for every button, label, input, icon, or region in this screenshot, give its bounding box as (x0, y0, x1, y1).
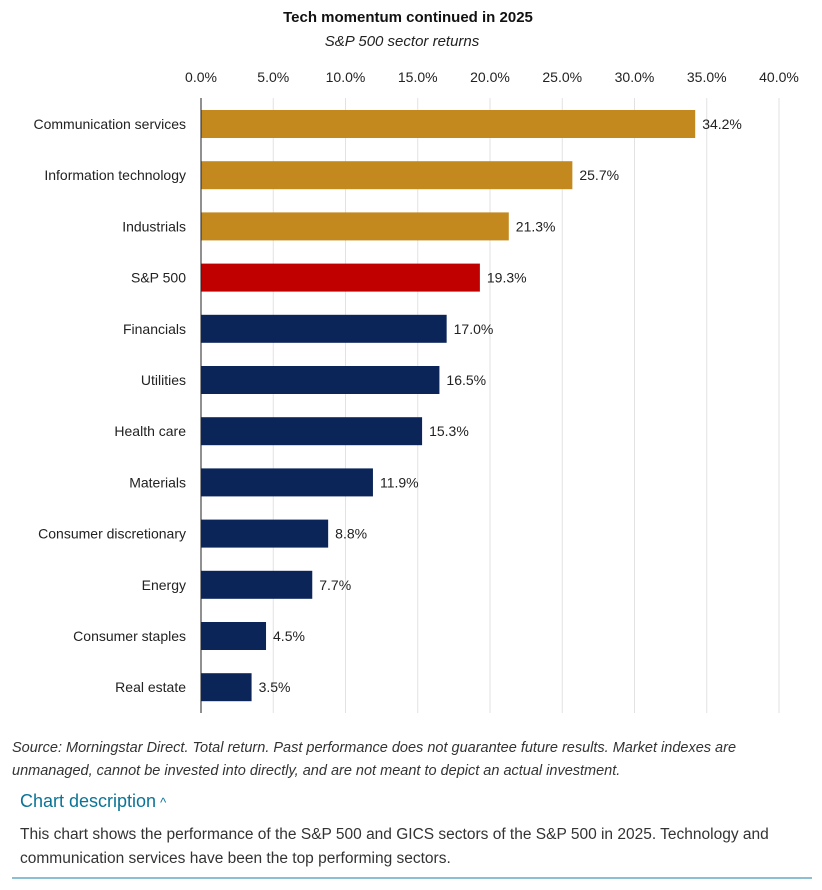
chevron-up-icon: ^ (160, 795, 167, 810)
bar (201, 314, 447, 343)
value-label: 17.0% (454, 321, 494, 337)
bar (201, 570, 313, 599)
chart-subtitle: S&P 500 sector returns (325, 33, 480, 50)
chart-description-label: Chart description (20, 791, 157, 811)
bar-chart: Tech momentum continued in 2025 S&P 500 … (34, 9, 799, 713)
value-label: 4.5% (273, 628, 305, 644)
x-axis-ticks: 0.0% 5.0% 10.0% 15.0% 20.0% 25.0% 30.0% 35.0% 40… (185, 69, 799, 85)
x-tick-label: 20.0% (470, 69, 510, 85)
bar (201, 366, 440, 394)
bar (201, 212, 509, 241)
category-label: Communication services (34, 116, 187, 132)
chart-description-toggle[interactable]: Chart description ^ (20, 791, 166, 812)
value-label: 7.7% (319, 577, 351, 593)
bar (201, 622, 267, 650)
category-label: Energy (142, 577, 186, 593)
bar (201, 673, 252, 702)
bar (201, 263, 480, 292)
value-label: 16.5% (446, 372, 486, 388)
bar (201, 519, 329, 548)
x-tick-label: 0.0% (185, 69, 217, 85)
value-label: 25.7% (579, 167, 619, 183)
category-label: Industrials (122, 218, 186, 234)
chart-description-text: This chart shows the performance of the … (20, 826, 769, 867)
value-label: 21.3% (516, 218, 556, 234)
category-label: Consumer discretionary (38, 526, 186, 542)
value-label: 3.5% (259, 679, 291, 695)
bar (201, 468, 373, 497)
x-tick-label: 30.0% (615, 69, 655, 85)
category-label: Real estate (115, 679, 186, 695)
x-tick-label: 5.0% (257, 69, 289, 85)
value-label: 15.3% (429, 423, 469, 439)
x-tick-label: 35.0% (687, 69, 727, 85)
bars: Communication services 34.2% Information t… (34, 110, 742, 702)
category-label: Utilities (141, 372, 186, 388)
bar (201, 417, 423, 446)
value-label: 19.3% (487, 270, 527, 286)
x-tick-label: 40.0% (759, 69, 799, 85)
bar (201, 110, 696, 138)
source-note: Source: Morningstar Direct. Total return… (12, 740, 737, 779)
value-label: 11.9% (380, 474, 419, 490)
x-tick-label: 25.0% (542, 69, 582, 85)
category-label: Financials (123, 321, 186, 337)
divider (12, 877, 812, 879)
category-label: Materials (129, 474, 186, 490)
gridlines (272, 98, 780, 713)
category-label: Information technology (44, 167, 186, 183)
chart-title: Tech momentum continued in 2025 (283, 9, 533, 26)
category-label: Consumer staples (73, 628, 186, 644)
x-tick-label: 15.0% (398, 69, 438, 85)
category-label: Health care (114, 423, 186, 439)
value-label: 8.8% (335, 526, 367, 542)
x-tick-label: 10.0% (326, 69, 366, 85)
bar (201, 161, 573, 190)
value-label: 34.2% (702, 116, 742, 132)
category-label: S&P 500 (131, 270, 186, 286)
